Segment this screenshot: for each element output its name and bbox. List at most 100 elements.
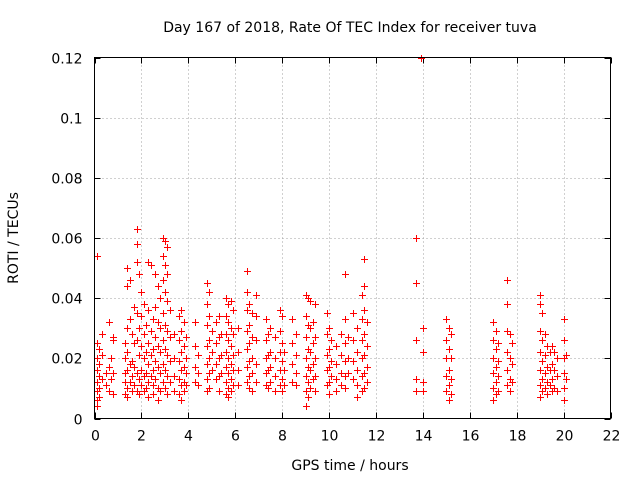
data-point: [342, 316, 349, 323]
data-points: [94, 55, 570, 410]
data-point: [246, 358, 253, 365]
data-point: [364, 343, 371, 350]
data-point: [223, 379, 230, 386]
data-point: [303, 334, 310, 341]
y-tick-label: 0.02: [51, 352, 82, 368]
data-point: [443, 388, 450, 395]
x-axis-label: GPS time / hours: [291, 458, 408, 474]
data-point: [312, 373, 319, 380]
data-point: [152, 376, 159, 383]
data-point: [106, 319, 113, 326]
data-point: [216, 313, 223, 320]
data-point: [223, 295, 230, 302]
data-point: [263, 316, 270, 323]
data-point: [495, 388, 502, 395]
data-point: [537, 349, 544, 356]
data-point: [267, 349, 274, 356]
data-point: [263, 337, 270, 344]
data-point: [143, 322, 150, 329]
data-point: [277, 328, 284, 335]
data-point: [364, 364, 371, 371]
data-point: [94, 379, 101, 386]
x-tick-label: 6: [231, 429, 240, 445]
data-point: [504, 301, 511, 308]
data-point: [359, 292, 366, 299]
data-point: [495, 358, 502, 365]
x-tick-label: 20: [556, 429, 574, 445]
data-point: [509, 361, 516, 368]
data-point: [103, 382, 110, 389]
data-point: [279, 376, 286, 383]
data-point: [446, 382, 453, 389]
data-point: [96, 361, 103, 368]
data-point: [312, 334, 319, 341]
data-point: [164, 373, 171, 380]
data-point: [213, 361, 220, 368]
data-point: [563, 352, 570, 359]
data-point: [246, 301, 253, 308]
data-point: [150, 382, 157, 389]
data-point: [326, 364, 333, 371]
data-point: [176, 358, 183, 365]
data-point: [244, 268, 251, 275]
data-point: [361, 352, 368, 359]
data-point: [160, 253, 167, 260]
data-point: [124, 385, 131, 392]
data-point: [361, 283, 368, 290]
data-point: [155, 364, 162, 371]
data-point: [293, 331, 300, 338]
data-point: [150, 367, 157, 374]
data-point: [537, 328, 544, 335]
data-point: [539, 337, 546, 344]
data-point: [561, 397, 568, 404]
data-point: [124, 283, 131, 290]
data-point: [213, 319, 220, 326]
data-point: [164, 391, 171, 398]
data-point: [160, 379, 167, 386]
data-point: [272, 373, 279, 380]
data-point: [307, 367, 314, 374]
data-point: [338, 382, 345, 389]
data-point: [162, 346, 169, 353]
data-point: [303, 355, 310, 362]
data-point: [225, 385, 232, 392]
data-point: [549, 361, 556, 368]
data-point: [162, 238, 169, 245]
data-point: [176, 313, 183, 320]
data-point: [124, 367, 131, 374]
data-point: [281, 367, 288, 374]
data-point: [303, 313, 310, 320]
data-point: [228, 388, 235, 395]
data-point: [542, 385, 549, 392]
data-point: [155, 283, 162, 290]
axis-ticks: 0 2 4 6 8 10 12 14 16 18 20 22 0 0.02 0.04 0.06 0.08 0.1 0…: [51, 52, 620, 445]
data-point: [253, 313, 260, 320]
data-point: [293, 352, 300, 359]
data-point: [94, 367, 101, 374]
data-point: [324, 352, 331, 359]
data-point: [157, 325, 164, 332]
data-point: [554, 373, 561, 380]
data-point: [539, 376, 546, 383]
data-point: [162, 322, 169, 329]
x-tick-label: 10: [321, 429, 339, 445]
data-point: [228, 298, 235, 305]
data-point: [495, 373, 502, 380]
data-point: [537, 301, 544, 308]
data-point: [495, 340, 502, 347]
data-point: [204, 301, 211, 308]
data-point: [328, 358, 335, 365]
data-point: [192, 364, 199, 371]
data-point: [420, 325, 427, 332]
data-point: [129, 358, 136, 365]
data-point: [289, 361, 296, 368]
data-point: [148, 373, 155, 380]
x-tick-label: 4: [184, 429, 193, 445]
data-point: [138, 382, 145, 389]
data-point: [539, 388, 546, 395]
data-point: [155, 397, 162, 404]
data-point: [324, 331, 331, 338]
data-point: [272, 355, 279, 362]
data-point: [272, 388, 279, 395]
